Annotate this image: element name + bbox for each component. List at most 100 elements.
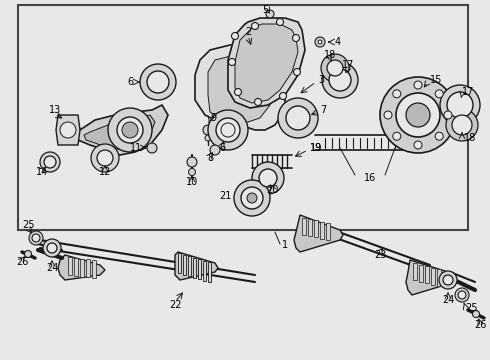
Circle shape xyxy=(406,103,430,127)
Polygon shape xyxy=(68,257,72,275)
Circle shape xyxy=(452,115,472,135)
Circle shape xyxy=(447,92,473,118)
Text: 3: 3 xyxy=(318,75,324,85)
Circle shape xyxy=(32,234,40,242)
Text: 12: 12 xyxy=(99,167,111,177)
Circle shape xyxy=(29,231,43,245)
Circle shape xyxy=(147,71,169,93)
Polygon shape xyxy=(425,266,429,283)
Circle shape xyxy=(231,32,239,40)
Circle shape xyxy=(446,109,478,141)
Circle shape xyxy=(228,58,236,66)
Circle shape xyxy=(266,10,274,18)
Text: 18: 18 xyxy=(324,50,336,60)
Circle shape xyxy=(187,157,197,167)
Text: 10: 10 xyxy=(186,177,198,187)
Circle shape xyxy=(97,150,113,166)
Circle shape xyxy=(210,145,220,155)
Circle shape xyxy=(216,118,240,142)
Circle shape xyxy=(108,108,152,152)
Circle shape xyxy=(380,77,456,153)
Polygon shape xyxy=(75,105,168,155)
Circle shape xyxy=(293,35,299,41)
Circle shape xyxy=(294,68,300,76)
Circle shape xyxy=(140,64,176,100)
Circle shape xyxy=(455,288,469,302)
Polygon shape xyxy=(228,18,305,108)
Circle shape xyxy=(444,111,452,119)
Text: 18: 18 xyxy=(464,133,476,143)
Polygon shape xyxy=(58,255,105,280)
Polygon shape xyxy=(80,258,84,276)
Circle shape xyxy=(254,99,262,105)
Polygon shape xyxy=(208,55,270,122)
Circle shape xyxy=(322,62,358,98)
Text: 19: 19 xyxy=(310,143,322,153)
Polygon shape xyxy=(431,267,435,284)
Circle shape xyxy=(40,152,60,172)
Polygon shape xyxy=(195,45,285,130)
Text: 26: 26 xyxy=(16,257,28,267)
Circle shape xyxy=(259,169,277,187)
Polygon shape xyxy=(178,253,181,273)
Polygon shape xyxy=(56,115,80,145)
Polygon shape xyxy=(326,223,330,240)
Polygon shape xyxy=(294,215,343,252)
Text: 26: 26 xyxy=(474,320,486,330)
Polygon shape xyxy=(193,257,196,278)
Polygon shape xyxy=(419,265,423,282)
Circle shape xyxy=(24,251,31,257)
Text: 15: 15 xyxy=(430,75,442,85)
Text: 23: 23 xyxy=(374,250,386,260)
Circle shape xyxy=(315,37,325,47)
Circle shape xyxy=(241,187,263,209)
Circle shape xyxy=(329,69,351,91)
Circle shape xyxy=(435,132,443,140)
Circle shape xyxy=(221,123,235,137)
Polygon shape xyxy=(406,260,452,295)
Circle shape xyxy=(91,144,119,172)
Polygon shape xyxy=(92,260,96,278)
Circle shape xyxy=(318,40,322,44)
Polygon shape xyxy=(84,115,155,150)
Circle shape xyxy=(393,132,401,140)
Polygon shape xyxy=(74,258,78,276)
Circle shape xyxy=(440,85,480,125)
Circle shape xyxy=(286,106,310,130)
Circle shape xyxy=(276,18,284,26)
Polygon shape xyxy=(320,222,324,239)
Polygon shape xyxy=(308,219,312,236)
Text: 1: 1 xyxy=(282,240,288,250)
Circle shape xyxy=(44,156,56,168)
Circle shape xyxy=(205,135,211,141)
Text: 24: 24 xyxy=(442,295,454,305)
Circle shape xyxy=(247,193,257,203)
Text: 21: 21 xyxy=(220,191,232,201)
Polygon shape xyxy=(413,263,417,280)
Text: 17: 17 xyxy=(342,60,354,70)
Circle shape xyxy=(235,89,242,95)
Text: 22: 22 xyxy=(169,300,181,310)
Circle shape xyxy=(252,162,284,194)
Circle shape xyxy=(203,125,213,135)
Circle shape xyxy=(384,111,392,119)
Text: 20: 20 xyxy=(266,185,278,195)
Text: 14: 14 xyxy=(36,167,48,177)
Text: 4: 4 xyxy=(335,37,341,47)
Circle shape xyxy=(278,98,318,138)
Circle shape xyxy=(47,243,57,253)
Circle shape xyxy=(147,143,157,153)
Bar xyxy=(18,5,468,230)
Circle shape xyxy=(439,271,457,289)
Text: 24: 24 xyxy=(46,263,58,273)
Text: 7: 7 xyxy=(320,105,326,115)
Circle shape xyxy=(251,22,259,30)
Circle shape xyxy=(472,310,480,318)
Text: 19: 19 xyxy=(310,143,322,153)
Text: 17: 17 xyxy=(462,87,474,97)
Circle shape xyxy=(396,93,440,137)
Circle shape xyxy=(458,291,466,299)
Polygon shape xyxy=(188,256,191,276)
Circle shape xyxy=(321,54,349,82)
Text: 8: 8 xyxy=(207,153,213,163)
